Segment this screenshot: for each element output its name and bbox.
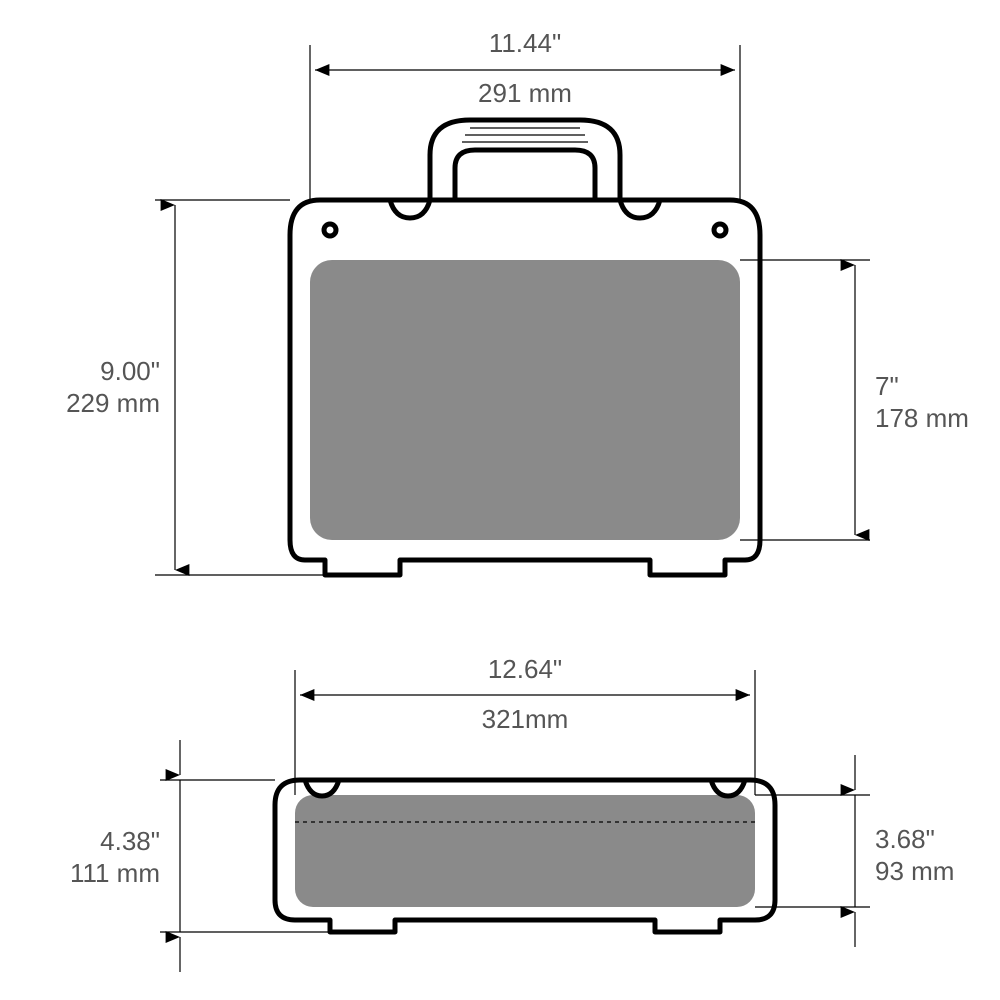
dimension-diagram: 11.44" 291 mm 9.00" 229 mm 7" 178 mm [0,0,1000,1000]
case-interior-front [310,260,740,540]
dim-side-left-imperial: 4.38" [100,826,160,856]
dim-top-width: 11.44" 291 mm [310,28,740,200]
side-view: 12.64" 321mm 4.38" 111 mm 3.68" 93 mm [70,654,955,972]
dim-right-height-metric: 178 mm [875,403,969,433]
dim-side-left-metric: 111 mm [70,858,160,888]
dim-side-right-height: 3.68" 93 mm [755,755,954,947]
dim-right-height-imperial: 7" [875,371,899,401]
dim-side-right-imperial: 3.68" [875,824,935,854]
dim-side-right-metric: 93 mm [875,856,954,886]
dim-side-width-metric: 321mm [482,704,569,734]
dim-left-height-imperial: 9.00" [100,356,160,386]
case-interior-side [295,795,755,907]
dim-top-width-imperial: 11.44" [489,28,561,58]
dim-top-width-metric: 291 mm [478,78,572,108]
dim-side-width-imperial: 12.64" [488,654,562,684]
dim-left-height-metric: 229 mm [66,388,160,418]
case-handle [430,120,620,200]
dim-right-height: 7" 178 mm [740,260,969,540]
dim-side-width: 12.64" 321mm [295,654,755,795]
front-view: 11.44" 291 mm 9.00" 229 mm 7" 178 mm [66,28,969,575]
dim-left-height: 9.00" 229 mm [66,200,325,575]
